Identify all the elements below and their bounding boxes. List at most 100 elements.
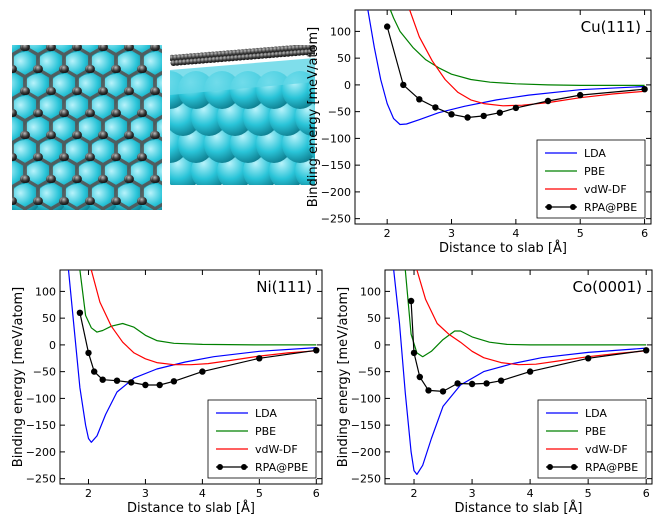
y-tick-label: 100 (35, 285, 56, 298)
y-tick-label: −250 (321, 213, 351, 226)
y-tick-label: −250 (351, 473, 381, 486)
series-line-rpa-pbe (410, 300, 647, 392)
x-tick-label: 2 (384, 227, 391, 240)
legend-label: RPA@PBE (255, 461, 308, 474)
x-tick-label: 4 (527, 487, 534, 500)
y-tick-label: −200 (26, 446, 56, 459)
plot-frame (384, 269, 653, 485)
legend-label: PBE (584, 165, 605, 178)
y-tick-label: −100 (26, 392, 56, 405)
rpa-data-point (142, 381, 149, 389)
y-tick-label: −150 (321, 159, 351, 172)
x-tick-label: 5 (256, 487, 263, 500)
y-tick-label: −100 (321, 132, 351, 145)
legend-label: LDA (584, 147, 606, 160)
series-line-vdw-df (416, 270, 647, 366)
y-tick-label: 0 (374, 339, 381, 352)
legend-label: RPA@PBE (584, 201, 637, 214)
series-line-vdw-df (90, 270, 317, 366)
y-tick-label: 100 (360, 285, 381, 298)
legend-label: vdW-DF (255, 443, 298, 456)
series-line-pbe (79, 270, 317, 346)
rpa-data-point (641, 86, 648, 93)
y-tick-label: −50 (328, 106, 351, 119)
graphene-on-metal-side-view-image (170, 45, 315, 185)
rpa-data-point (432, 104, 439, 111)
series-line-rpa-pbe (79, 312, 317, 386)
y-tick-label: 50 (337, 52, 351, 65)
rpa-data-point (496, 109, 503, 116)
y-tick-label: 50 (367, 312, 381, 325)
rpa-data-point (512, 104, 520, 112)
rpa-data-point (544, 97, 552, 105)
x-axis-label: Distance to slab [Å] (127, 500, 255, 516)
y-tick-label: −150 (26, 419, 56, 432)
rpa-data-point (483, 380, 490, 387)
y-tick-label: 0 (49, 339, 56, 352)
rpa-data-point (416, 96, 423, 103)
rpa-data-point (400, 81, 407, 89)
y-tick-label: −100 (351, 392, 381, 405)
legend-label: LDA (255, 407, 277, 420)
y-tick-label: −200 (351, 446, 381, 459)
rpa-data-point (384, 23, 391, 30)
series-line-lda (367, 10, 645, 126)
y-axis-label: Binding energy [meV/atom] (11, 287, 26, 467)
x-tick-label: 6 (313, 487, 320, 500)
series-line-pbe (389, 10, 645, 87)
series-line-lda (67, 270, 317, 443)
x-tick-label: 5 (585, 487, 592, 500)
cu111-binding-energy-chart: 2 3 4 5 6 100 50 0 −50 −100 −150 −200 −250 Distance t… (306, 9, 652, 256)
x-tick-label: 5 (577, 227, 584, 240)
rpa-data-point (480, 112, 487, 120)
y-tick-label: −150 (351, 419, 381, 432)
rpa-data-point (468, 380, 476, 388)
x-tick-label: 2 (85, 487, 92, 500)
rpa-data-point (407, 297, 415, 305)
y-axis-label: Binding energy [meV/atom] (306, 27, 321, 207)
series-line-rpa-pbe (386, 26, 645, 119)
rpa-data-point (416, 373, 423, 381)
legend-label: RPA@PBE (585, 461, 638, 474)
legend-label: PBE (255, 425, 276, 438)
x-axis-label: Distance to slab [Å] (439, 240, 567, 256)
rpa-data-point (91, 368, 98, 375)
rpa-data-point (156, 381, 163, 389)
rpa-data-point (85, 349, 92, 357)
rpa-data-point (577, 91, 584, 99)
rpa-data-point (313, 347, 320, 354)
rpa-data-point (454, 380, 461, 387)
graphene-on-metal-top-view-image (12, 45, 162, 210)
x-tick-label: 4 (199, 487, 206, 500)
x-tick-label: 3 (469, 487, 476, 500)
rpa-data-point (99, 376, 106, 383)
series-line-pbe (404, 270, 647, 358)
ni111-binding-energy-chart: 2 3 4 5 6 100 50 0 −50 −100 −150 −200 −250 Distance t… (11, 269, 323, 516)
rpa-data-point (199, 368, 206, 375)
plot-frame (59, 269, 323, 485)
rpa-data-point (464, 114, 471, 121)
rpa-data-point (113, 377, 121, 384)
rpa-data-point (425, 387, 432, 394)
rpa-data-point (526, 368, 534, 375)
y-tick-label: 100 (330, 25, 351, 38)
legend-label: vdW-DF (585, 443, 628, 456)
x-axis-label: Distance to slab [Å] (455, 500, 583, 516)
y-tick-label: −200 (321, 186, 351, 199)
rpa-data-point (410, 349, 418, 357)
rpa-data-point (448, 111, 455, 118)
x-tick-label: 4 (512, 227, 519, 240)
plot-frame (354, 9, 652, 225)
x-tick-label: 6 (641, 227, 648, 240)
y-tick-label: 0 (344, 79, 351, 92)
legend-label: vdW-DF (584, 183, 627, 196)
x-tick-label: 3 (142, 487, 149, 500)
panel-label: Co(0001) (572, 278, 642, 296)
y-tick-label: −50 (33, 366, 56, 379)
legend: LDA PBE vdW-DF RPA@PBE (537, 399, 647, 479)
legend: LDA PBE vdW-DF RPA@PBE (207, 399, 317, 479)
rpa-data-point (128, 379, 135, 386)
legend: LDA PBE vdW-DF RPA@PBE (536, 139, 646, 219)
y-axis-label: Binding energy [meV/atom] (336, 287, 351, 467)
